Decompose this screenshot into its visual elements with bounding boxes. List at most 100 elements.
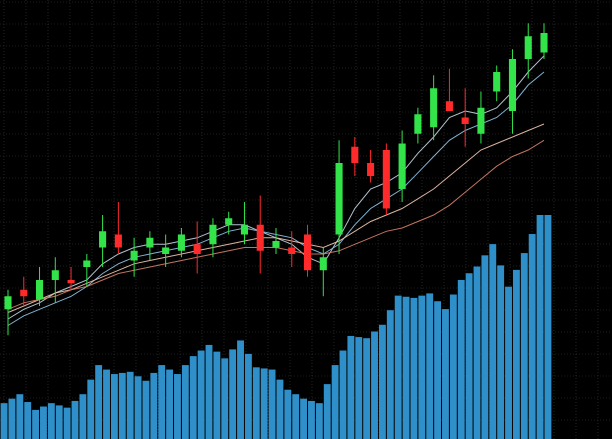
candle-down <box>382 143 390 215</box>
candle-down <box>445 68 453 111</box>
volume-bar <box>457 279 465 439</box>
candle-body <box>193 244 201 254</box>
volume-bar <box>24 402 32 439</box>
volume-bar <box>0 403 8 439</box>
candle-up <box>99 215 107 267</box>
candle-up <box>162 234 170 267</box>
candle-body <box>225 218 233 225</box>
volume-bar <box>536 215 544 439</box>
volume-bar <box>512 269 520 439</box>
volume-bar <box>300 398 308 439</box>
volume-bar <box>260 368 268 439</box>
candle-body <box>540 33 548 53</box>
volume-bar <box>174 374 181 439</box>
candle-down <box>193 221 201 274</box>
candle-body <box>319 257 327 271</box>
volume-bar <box>71 400 79 439</box>
volume-bar <box>213 351 221 439</box>
candle-up <box>240 202 249 245</box>
volume-bar <box>292 394 300 439</box>
candle-body <box>67 280 75 284</box>
volume-bar <box>418 295 426 439</box>
candle-up <box>130 237 138 277</box>
candle-body <box>430 88 438 128</box>
candle-body <box>209 224 217 245</box>
volume-bar <box>252 367 260 439</box>
volume-bar <box>110 374 118 439</box>
candle-body <box>477 107 485 134</box>
volume-bar <box>378 324 386 439</box>
volume-bar <box>87 379 95 439</box>
candle-body <box>130 250 138 261</box>
volume-bar <box>134 376 142 439</box>
candle-up <box>398 130 406 202</box>
volume-bar <box>32 409 40 439</box>
volume-bar <box>497 265 505 439</box>
candle-body <box>398 143 406 189</box>
volume-bar <box>181 365 189 439</box>
candle-up <box>524 23 532 79</box>
candle-body <box>114 234 122 248</box>
candle-down <box>461 88 469 147</box>
volume-bar <box>158 365 166 439</box>
volume-bar <box>402 296 410 439</box>
volume-bar <box>55 405 63 439</box>
volume-bar <box>276 379 284 439</box>
volume-bar <box>473 266 481 439</box>
volume-bar <box>386 310 394 439</box>
candle-up <box>493 65 501 102</box>
candle-up <box>430 75 438 141</box>
volume-bar <box>355 337 363 439</box>
volume-bars <box>0 215 552 439</box>
volume-bar <box>268 369 276 439</box>
volume-bar <box>520 253 528 439</box>
candle-up <box>319 247 327 297</box>
volume-bar <box>442 309 449 439</box>
candle-body <box>20 289 28 297</box>
candle-body <box>367 163 375 176</box>
candle-down <box>367 150 375 183</box>
candle-body <box>4 296 12 310</box>
candle-body <box>51 270 59 280</box>
volume-bar <box>426 293 434 439</box>
volume-bar <box>284 389 292 439</box>
volume-bar <box>142 380 150 439</box>
candle-body <box>461 117 469 124</box>
candle-up <box>51 257 59 303</box>
volume-bar <box>229 349 237 439</box>
volume-bar <box>40 406 47 439</box>
volume-bar <box>197 350 205 439</box>
volume-bar <box>371 331 378 439</box>
candle-up <box>335 140 343 254</box>
candle-body <box>256 224 264 251</box>
volume-bar <box>347 335 355 439</box>
volume-bar <box>47 403 55 439</box>
candle-body <box>414 114 422 134</box>
price-candles <box>4 23 548 336</box>
volume-bar <box>323 384 331 439</box>
candle-up <box>272 228 280 254</box>
volume-bar <box>505 286 512 439</box>
volume-bar <box>103 369 110 439</box>
volume-bar <box>481 255 489 439</box>
candle-up <box>225 211 233 235</box>
candle-body <box>382 150 390 209</box>
candle-up <box>83 254 91 287</box>
volume-bar <box>150 372 158 439</box>
candle-down <box>114 202 122 254</box>
candle-body <box>240 224 249 235</box>
candle-down <box>288 231 296 267</box>
candle-body <box>272 241 280 248</box>
volume-bar <box>434 301 442 439</box>
candle-down <box>67 267 75 290</box>
candle-down <box>256 195 264 274</box>
volume-bar <box>410 297 418 439</box>
volume-bar <box>16 394 24 439</box>
candle-down <box>303 224 312 277</box>
candle-body <box>162 247 170 254</box>
volume-bar <box>189 356 197 439</box>
candle-body <box>445 101 453 111</box>
candle-up <box>35 267 44 306</box>
